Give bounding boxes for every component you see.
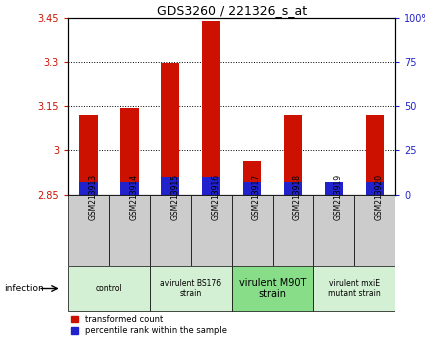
Bar [243, 182, 261, 195]
Bar [325, 182, 343, 195]
Text: GSM213919: GSM213919 [334, 174, 343, 220]
Bar [366, 115, 384, 195]
Text: virulent M90T
strain: virulent M90T strain [239, 278, 306, 299]
Legend: transformed count, percentile rank within the sample: transformed count, percentile rank withi… [68, 312, 230, 339]
Text: GSM213920: GSM213920 [375, 174, 384, 220]
Bar [161, 177, 179, 195]
Bar [325, 184, 343, 195]
Text: virulent mxiE
mutant strain: virulent mxiE mutant strain [328, 279, 381, 298]
Bar [202, 177, 221, 195]
Bar [79, 115, 98, 195]
Text: GSM213918: GSM213918 [293, 174, 302, 220]
Text: infection: infection [4, 284, 44, 293]
Bar [232, 195, 272, 266]
Bar [232, 267, 313, 310]
Bar [243, 161, 261, 195]
Bar [272, 195, 313, 266]
Bar [191, 195, 232, 266]
Text: GSM213916: GSM213916 [211, 174, 220, 220]
Bar [202, 21, 221, 195]
Text: GSM213914: GSM213914 [129, 174, 139, 220]
Bar [354, 195, 395, 266]
Title: GDS3260 / 221326_s_at: GDS3260 / 221326_s_at [156, 4, 307, 17]
Text: GSM213913: GSM213913 [88, 174, 97, 220]
Bar [313, 195, 354, 266]
Text: control: control [96, 284, 122, 293]
Bar [150, 195, 191, 266]
Text: GSM213917: GSM213917 [252, 174, 261, 220]
Bar [79, 182, 98, 195]
Bar [366, 182, 384, 195]
Bar [120, 108, 139, 195]
Bar [284, 115, 302, 195]
Bar [109, 195, 150, 266]
Bar [68, 195, 109, 266]
Bar [68, 267, 150, 310]
Bar [161, 63, 179, 195]
Bar [120, 182, 139, 195]
Bar [150, 267, 232, 310]
Text: avirulent BS176
strain: avirulent BS176 strain [160, 279, 221, 298]
Text: GSM213915: GSM213915 [170, 174, 179, 220]
Bar [313, 267, 395, 310]
Bar [284, 182, 302, 195]
